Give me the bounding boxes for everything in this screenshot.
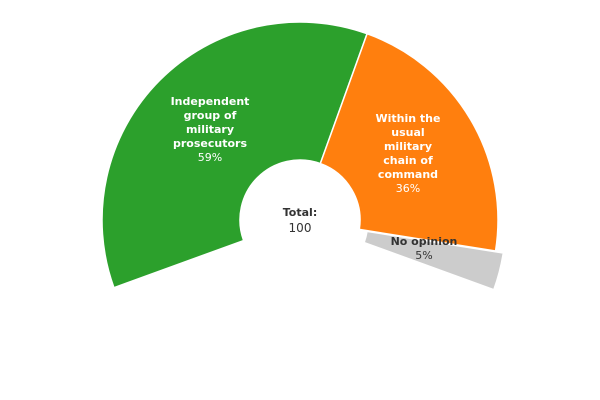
slice-label-1: Independent group of military prosecutors 59… bbox=[171, 95, 250, 164]
slice-3[interactable] bbox=[363, 230, 505, 291]
slice-percent-label: 36% bbox=[396, 182, 420, 195]
slice-label-line: Independent bbox=[171, 95, 250, 108]
slices-group bbox=[101, 21, 505, 291]
slice-label-line: command bbox=[378, 168, 438, 181]
center-hole bbox=[240, 160, 360, 280]
center-total-value: 100 bbox=[289, 221, 312, 235]
slice-label-line: group of bbox=[184, 109, 237, 122]
slice-percent-label: 5% bbox=[415, 249, 432, 262]
slice-label-line: Within the bbox=[376, 112, 441, 125]
slice-label-line: military bbox=[384, 140, 432, 153]
slice-label-line: usual bbox=[391, 126, 424, 139]
slice-label-2: Within the usual military chain of command 36… bbox=[376, 112, 441, 195]
slice-percent-label: 59% bbox=[198, 151, 222, 164]
slice-1[interactable] bbox=[101, 21, 369, 289]
slice-label-line: military bbox=[186, 123, 234, 136]
slice-label-3: No opinion 5% bbox=[391, 235, 458, 262]
slice-label-line: No opinion bbox=[391, 235, 458, 248]
center-total-label: Total: bbox=[283, 206, 317, 219]
slice-label-line: prosecutors bbox=[173, 137, 247, 150]
slice-2[interactable] bbox=[319, 32, 499, 252]
slice-label-line: chain of bbox=[383, 154, 433, 167]
labels-group: Independent group of military prosecutors 59… bbox=[171, 95, 458, 262]
